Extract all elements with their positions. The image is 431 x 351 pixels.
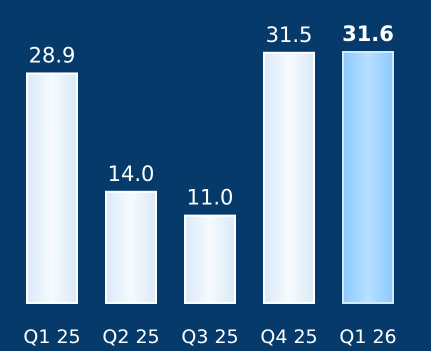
value-label-q3-25: 11.0 [187,186,234,210]
bar-q1-25 [26,72,78,305]
bars-group [26,51,394,305]
tick-label-q1-25: Q1 25 [23,326,80,348]
tick-label-q4-25: Q4 25 [260,326,317,348]
tick-label-q2-25: Q2 25 [102,326,159,348]
value-labels-group: 28.9 14.0 11.0 31.5 31.6 [29,22,394,210]
value-label-q4-25: 31.5 [266,23,313,47]
value-label-q1-25: 28.9 [29,43,76,67]
tick-label-q3-25: Q3 25 [181,326,238,348]
x-axis-tick-labels: Q1 25 Q2 25 Q3 25 Q4 25 Q1 26 [23,326,396,348]
tick-label-q1-26: Q1 26 [339,326,396,348]
bar-q4-25 [263,51,315,305]
value-label-q1-26: 31.6 [342,22,394,46]
bar-q3-25 [184,214,236,305]
bar-q1-26 [342,51,394,304]
bar-q2-25 [105,190,157,304]
value-label-q2-25: 14.0 [108,162,155,186]
